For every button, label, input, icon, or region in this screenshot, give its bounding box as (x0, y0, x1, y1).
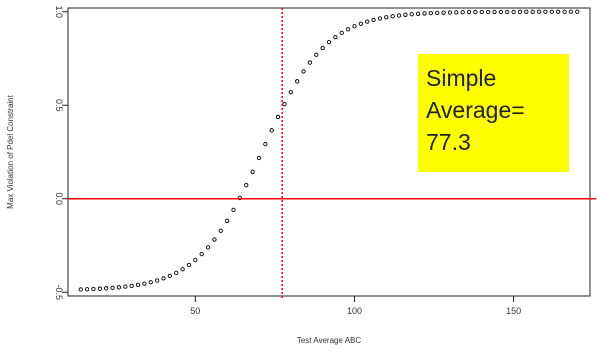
data-point (568, 9, 574, 14)
data-point (358, 21, 363, 26)
data-point (466, 10, 472, 15)
data-point (422, 11, 427, 16)
data-point (485, 9, 491, 15)
data-point (524, 9, 529, 14)
data-point (390, 14, 395, 19)
data-point (377, 16, 383, 21)
data-point (295, 79, 300, 84)
y-tick-label: -0.5 (54, 285, 64, 301)
data-point (148, 280, 153, 285)
data-point (275, 114, 281, 120)
data-point (326, 39, 332, 45)
data-point (263, 141, 268, 147)
data-point (556, 9, 561, 14)
data-point (167, 273, 173, 279)
data-point (212, 237, 217, 242)
data-point (104, 286, 109, 291)
y-axis-label: Max Violation of Pdel Constraint (6, 94, 15, 208)
data-point (345, 27, 351, 32)
data-point (282, 102, 287, 107)
data-point (116, 285, 122, 290)
data-point (269, 128, 274, 133)
data-point (250, 169, 255, 174)
data-point (307, 60, 313, 65)
data-point (428, 10, 434, 16)
data-point (543, 9, 548, 14)
data-point (110, 285, 115, 291)
data-point (97, 286, 102, 291)
annotation-box (418, 54, 569, 172)
annotation-text-line: Simple (426, 65, 496, 91)
data-point (231, 207, 236, 212)
data-point (320, 45, 325, 51)
data-point (256, 155, 262, 161)
data-point (78, 287, 83, 292)
data-point (352, 24, 357, 29)
data-point (142, 281, 147, 286)
y-tick-label: 0.5 (54, 99, 64, 112)
data-point (314, 52, 319, 57)
annotation-text-line: 77.3 (426, 129, 471, 155)
annotation-text-line: Average= (426, 97, 525, 123)
data-point (174, 270, 179, 275)
data-point (333, 34, 338, 40)
data-point (288, 90, 293, 95)
data-point (403, 12, 408, 17)
data-point (224, 218, 230, 223)
data-point (575, 9, 580, 14)
data-point (161, 276, 166, 281)
data-point (339, 30, 344, 36)
data-point (530, 9, 535, 14)
data-point (237, 195, 243, 201)
data-point (84, 287, 90, 292)
data-point (396, 13, 402, 18)
data-point (301, 69, 306, 74)
x-tick-label: 150 (506, 306, 521, 316)
data-point (218, 228, 223, 233)
data-point (123, 284, 128, 289)
data-point (244, 183, 249, 188)
data-point (154, 278, 160, 283)
data-point (371, 17, 376, 23)
data-point (492, 9, 497, 15)
data-point (193, 257, 198, 263)
y-tick-label: 0.0 (54, 192, 64, 205)
data-point (135, 282, 141, 288)
x-tick-label: 50 (190, 306, 200, 316)
data-point (186, 262, 192, 268)
data-point (415, 11, 421, 16)
data-point (409, 12, 414, 17)
data-point (511, 9, 516, 14)
plot-frame (67, 7, 591, 297)
x-tick-label: 100 (347, 306, 362, 316)
data-point (365, 19, 370, 24)
data-point (460, 10, 465, 15)
data-point (562, 9, 567, 14)
data-point (505, 9, 510, 15)
data-point (129, 283, 134, 288)
data-point (536, 9, 542, 14)
data-point (473, 9, 478, 15)
data-point (479, 9, 484, 15)
data-point (180, 267, 185, 272)
data-point (454, 10, 459, 15)
data-point (435, 10, 440, 16)
y-tick-label: 1.0 (54, 5, 64, 18)
data-point (199, 251, 204, 257)
data-point (205, 245, 211, 250)
data-point (549, 9, 554, 14)
data-point (441, 10, 446, 15)
data-point (517, 9, 523, 14)
data-point (91, 286, 96, 292)
data-point (447, 10, 453, 15)
data-point (384, 15, 389, 20)
data-point (498, 9, 504, 15)
x-axis-label: Test Average ABC (297, 336, 362, 345)
